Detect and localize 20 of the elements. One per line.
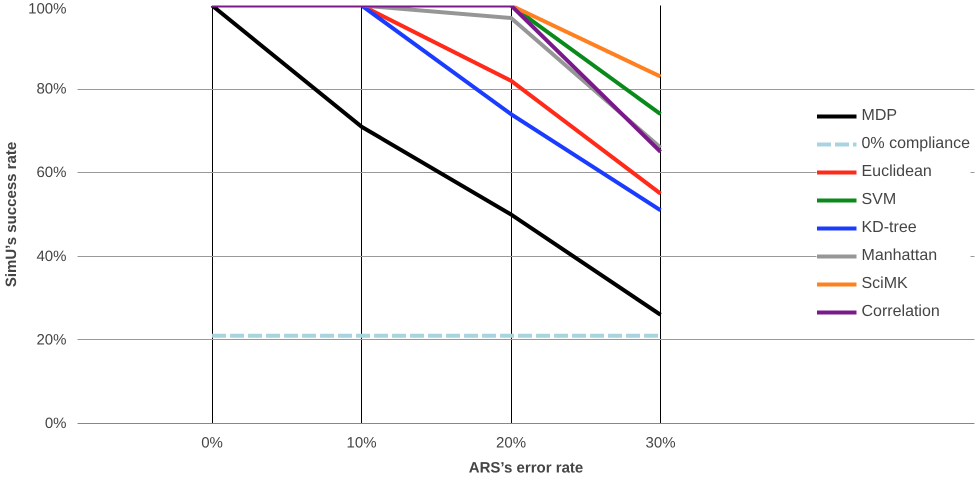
legend-label: MDP bbox=[862, 107, 898, 125]
legend-label: KD-tree bbox=[862, 219, 917, 237]
legend-label: Manhattan bbox=[862, 247, 938, 265]
y-tick-label: 20% bbox=[36, 331, 67, 348]
legend-label: SVM bbox=[862, 191, 896, 209]
y-tick-label: 80% bbox=[36, 80, 67, 98]
legend-label: Euclidean bbox=[862, 163, 932, 181]
x-tick-label: 30% bbox=[646, 434, 676, 452]
y-tick-label: 40% bbox=[36, 248, 67, 265]
x-tick-label: 0% bbox=[201, 434, 223, 452]
y-axis-title: SimU’s success rate bbox=[3, 142, 20, 288]
y-tick-label: 0% bbox=[44, 415, 67, 432]
x-tick-label: 10% bbox=[346, 434, 377, 452]
y-tick-label: 60% bbox=[36, 164, 67, 182]
legend-label: 0% compliance bbox=[862, 135, 970, 153]
legend-label: Correlation bbox=[862, 303, 940, 321]
x-tick-label: 20% bbox=[496, 434, 526, 452]
y-tick-label: 100% bbox=[28, 0, 67, 18]
x-axis-title: ARS’s error rate bbox=[468, 460, 584, 476]
legend-label: SciMK bbox=[862, 275, 908, 293]
